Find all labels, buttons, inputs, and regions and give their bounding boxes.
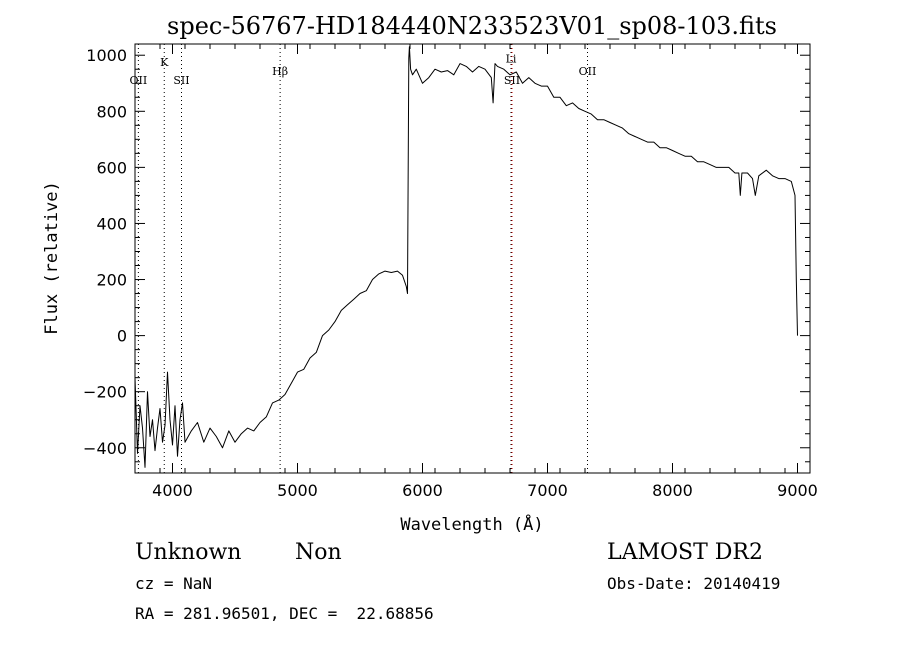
x-tick-label: 7000 [527, 481, 568, 500]
spectrum-line [134, 46, 798, 468]
y-axis-label: Flux (relative) [42, 181, 62, 335]
survey-name: LAMOST DR2 [607, 540, 763, 565]
y-tick-label: 400 [96, 214, 127, 233]
coordinates-text: RA = 281.96501, DEC = 22.68856 [135, 604, 434, 623]
y-tick-label: −200 [83, 383, 127, 402]
x-axis-label: Wavelength (Å) [400, 513, 543, 535]
spectral-subclass: Non [295, 540, 342, 565]
plot-frame [134, 43, 811, 474]
x-tick-label: 5000 [277, 481, 318, 500]
y-tick-label: 800 [96, 102, 127, 121]
y-tick-label: 0 [117, 327, 127, 346]
y-tick-label: 1000 [86, 46, 127, 65]
line-marker-label: Hβ [272, 65, 288, 78]
y-axis-ticks: −400 −200 0 200 400 600 800 1000 [83, 46, 810, 463]
line-marker-label: OII [579, 65, 597, 78]
chart-title: spec-56767-HD184440N233523V01_sp08-103.f… [167, 12, 777, 40]
redshift-text: cz = NaN [135, 574, 213, 593]
x-tick-label: 6000 [402, 481, 443, 500]
x-tick-label: 9000 [777, 481, 818, 500]
x-tick-label: 8000 [652, 481, 693, 500]
line-marker-label: Li [506, 52, 517, 65]
line-marker-label: OII [130, 74, 148, 87]
y-tick-label: 600 [96, 158, 127, 177]
x-tick-label: 4000 [152, 481, 193, 500]
spectral-class: Unknown [135, 540, 242, 565]
x-axis-ticks: 4000 5000 6000 7000 8000 9000 [134, 44, 818, 500]
line-markers: K OII SII Hβ Li SII OII [130, 44, 597, 473]
y-tick-label: −400 [83, 439, 127, 458]
line-marker-label: SII [173, 74, 189, 87]
obs-date-text: Obs-Date: 20140419 [607, 574, 781, 593]
y-tick-label: 200 [96, 271, 127, 290]
line-marker-label: SII [504, 74, 520, 87]
line-marker-label: K [160, 56, 169, 69]
